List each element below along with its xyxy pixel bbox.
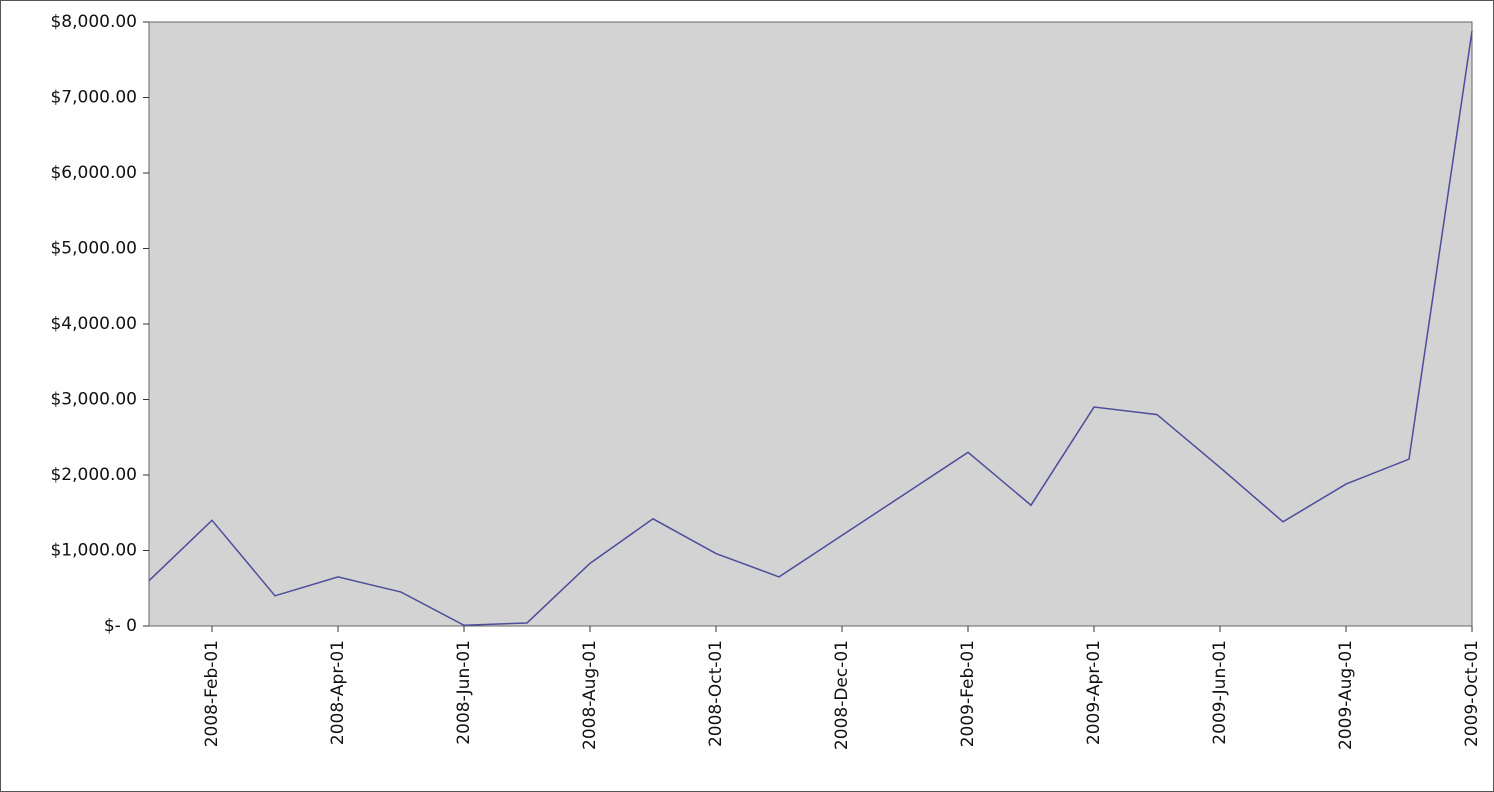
x-tick-label: 2009-Aug-01 (1336, 640, 1356, 750)
y-tick-label: $7,000.00 (50, 88, 137, 108)
x-tick-label: 2008-Jun-01 (454, 640, 474, 745)
x-tick-label: 2009-Oct-01 (1462, 640, 1482, 747)
x-tick-label: 2008-Dec-01 (832, 640, 852, 750)
y-tick-label: $- 0 (104, 616, 137, 636)
x-tick-label: 2008-Feb-01 (202, 640, 222, 747)
y-tick-label: $2,000.00 (50, 465, 137, 485)
x-tick-label: 2009-Jun-01 (1210, 640, 1230, 745)
y-tick-label: $6,000.00 (50, 163, 137, 183)
y-tick-label: $5,000.00 (50, 239, 137, 259)
x-tick-label: 2008-Apr-01 (328, 640, 348, 745)
data-line (148, 30, 1473, 627)
x-tick-label: 2009-Apr-01 (1084, 640, 1104, 745)
y-tick-label: $8,000.00 (50, 12, 137, 32)
x-tick-label: 2008-Oct-01 (706, 640, 726, 747)
y-tick-label: $1,000.00 (50, 541, 137, 561)
x-tick-label: 2009-Feb-01 (958, 640, 978, 747)
y-tick-label: $4,000.00 (50, 314, 137, 334)
y-tick-label: $3,000.00 (50, 390, 137, 410)
x-tick-label: 2008-Aug-01 (580, 640, 600, 750)
plot-area (148, 21, 1473, 627)
